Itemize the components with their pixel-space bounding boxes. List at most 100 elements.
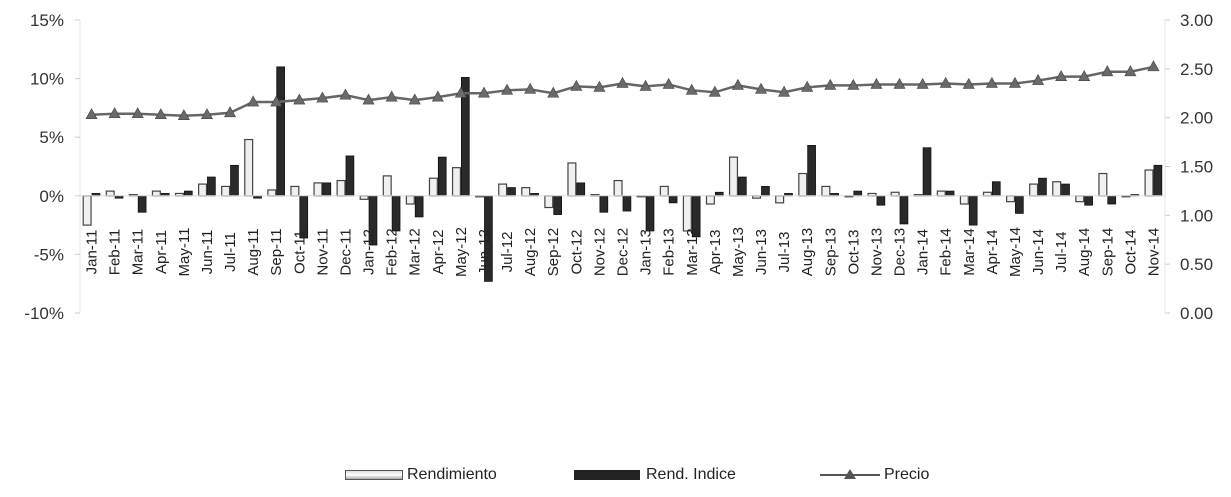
x-tick-label: Aug-11 <box>245 228 262 275</box>
legend-label-precio: Precio <box>884 466 930 483</box>
bar-rendimiento <box>428 177 438 197</box>
precio-marker <box>108 107 121 119</box>
bar-rendimiento <box>82 195 92 226</box>
bar-rend-indice <box>1015 195 1024 214</box>
x-tick-label: Jul-11 <box>222 232 239 272</box>
precio-line <box>91 65 1154 117</box>
bar-rend-indice <box>345 155 355 197</box>
legend-swatch-rend-indice <box>574 470 640 480</box>
x-tick-label: May-11 <box>176 228 193 277</box>
precio-marker <box>431 90 444 102</box>
x-tick-label: Nov-11 <box>314 228 331 275</box>
x-tick-label: Apr-12 <box>430 229 447 274</box>
left-tick-label: 15% <box>30 11 64 30</box>
bar-rendimiento <box>498 183 508 197</box>
x-tick-label: Aug-12 <box>522 228 539 276</box>
precio-marker <box>801 80 814 92</box>
legend-label-rendimiento: Rendimiento <box>407 466 497 483</box>
bar-rend-indice <box>1084 195 1093 206</box>
precio-marker <box>570 79 583 91</box>
bar-rendimiento <box>821 185 831 197</box>
chart-svg: -10% -5% 0% 5% 10% 15% 0.00 0.50 1.00 1.50 2.00 2.… <box>24 11 1213 323</box>
precio-marker <box>616 76 629 88</box>
bar-rend-indice <box>276 66 285 197</box>
bar-rend-indice <box>761 186 770 197</box>
precio-marker <box>408 93 421 105</box>
bar-rendimiento <box>1052 181 1062 197</box>
bar-rend-indice <box>622 195 632 212</box>
bar-rendimiento <box>451 167 462 197</box>
precio-marker <box>131 107 144 119</box>
x-tick-label: Sep-11 <box>268 228 285 275</box>
bar-rendimiento <box>1144 169 1154 197</box>
x-tick-label: Nov-14 <box>1145 228 1162 276</box>
x-tick-label: Jun-14 <box>1030 229 1047 275</box>
bar-rendimiento <box>613 179 623 197</box>
left-tick-label: 0% <box>39 187 64 206</box>
precio-marker <box>177 109 190 121</box>
bar-rendimiento <box>336 179 346 197</box>
x-tick-label: Apr-11 <box>153 230 170 274</box>
precio-marker <box>731 78 744 90</box>
bar-rendimiento <box>221 185 231 197</box>
x-tick-label: Oct-14 <box>1122 229 1139 274</box>
x-tick-label: Apr-13 <box>707 229 724 274</box>
x-tick-label: Mar-13 <box>684 228 701 276</box>
bar-rend-indice <box>968 195 978 226</box>
precio-marker <box>685 83 698 95</box>
right-axis: 0.00 0.50 1.00 1.50 2.00 2.50 3.00 <box>1164 11 1213 323</box>
bar-rend-indice <box>1061 183 1070 197</box>
bar-rend-indice <box>576 182 586 197</box>
bar-rend-indice <box>645 195 655 232</box>
precio-marker <box>824 78 837 90</box>
x-tick-label: Feb-14 <box>938 228 955 276</box>
bar-rendimiento <box>359 195 369 200</box>
x-tick-label: Jul-12 <box>499 232 516 273</box>
legend-swatch-precio <box>820 469 880 481</box>
bar-rendimiento <box>982 191 992 197</box>
bar-rend-indice <box>207 176 216 197</box>
bar-rend-indice <box>668 195 678 204</box>
x-tick-label: Jul-14 <box>1053 232 1070 273</box>
bar-rendimiento <box>567 162 577 197</box>
bar-rendimiento <box>659 185 669 197</box>
precio-marker <box>1147 60 1160 72</box>
x-tick-label: Aug-13 <box>799 228 816 276</box>
right-tick-label: 2.00 <box>1180 109 1213 128</box>
x-tick-label: Oct-12 <box>568 229 585 274</box>
precio-marker <box>893 77 906 89</box>
x-tick-label: Jun-11 <box>199 230 216 275</box>
bar-rend-indice <box>391 195 401 232</box>
bar-rend-indice <box>714 191 724 197</box>
precio-marker <box>962 77 975 89</box>
precio-marker <box>985 76 998 88</box>
x-tick-label: Sep-13 <box>822 228 839 276</box>
x-tick-label: Apr-14 <box>984 229 1001 274</box>
bar-rend-indice <box>183 190 193 197</box>
bar-rend-indice <box>437 156 447 197</box>
right-tick-label: 0.50 <box>1180 255 1213 274</box>
precio-marker <box>1101 65 1114 77</box>
bar-rendimiento <box>775 195 785 204</box>
x-tick-label: Mar-14 <box>961 228 978 276</box>
bar-rend-indice <box>738 176 747 197</box>
x-tick-label: Jun-12 <box>476 229 493 275</box>
bar-rend-indice <box>899 195 909 225</box>
legend: Rendimiento Rend. Indice Precio <box>0 460 1231 490</box>
x-tick-label: Sep-12 <box>545 228 562 276</box>
left-tick-label: -5% <box>34 245 64 264</box>
x-tick-label: Jan-14 <box>915 229 932 275</box>
bar-rendimiento <box>890 191 900 197</box>
bar-rend-indice <box>1107 195 1117 205</box>
precio-marker <box>916 77 929 89</box>
x-tick-label: Aug-14 <box>1076 228 1093 276</box>
bar-rendimiento <box>728 156 739 197</box>
price-line-layer <box>85 60 1160 121</box>
bar-rend-indice <box>137 195 147 213</box>
bar-rendimiento <box>313 182 323 197</box>
x-tick-label: Feb-11 <box>107 229 124 275</box>
bar-rend-indice <box>853 190 863 197</box>
bar-rendimiento <box>405 195 415 205</box>
bar-rend-indice <box>599 195 609 213</box>
x-tick-label: Sep-14 <box>1099 228 1116 276</box>
